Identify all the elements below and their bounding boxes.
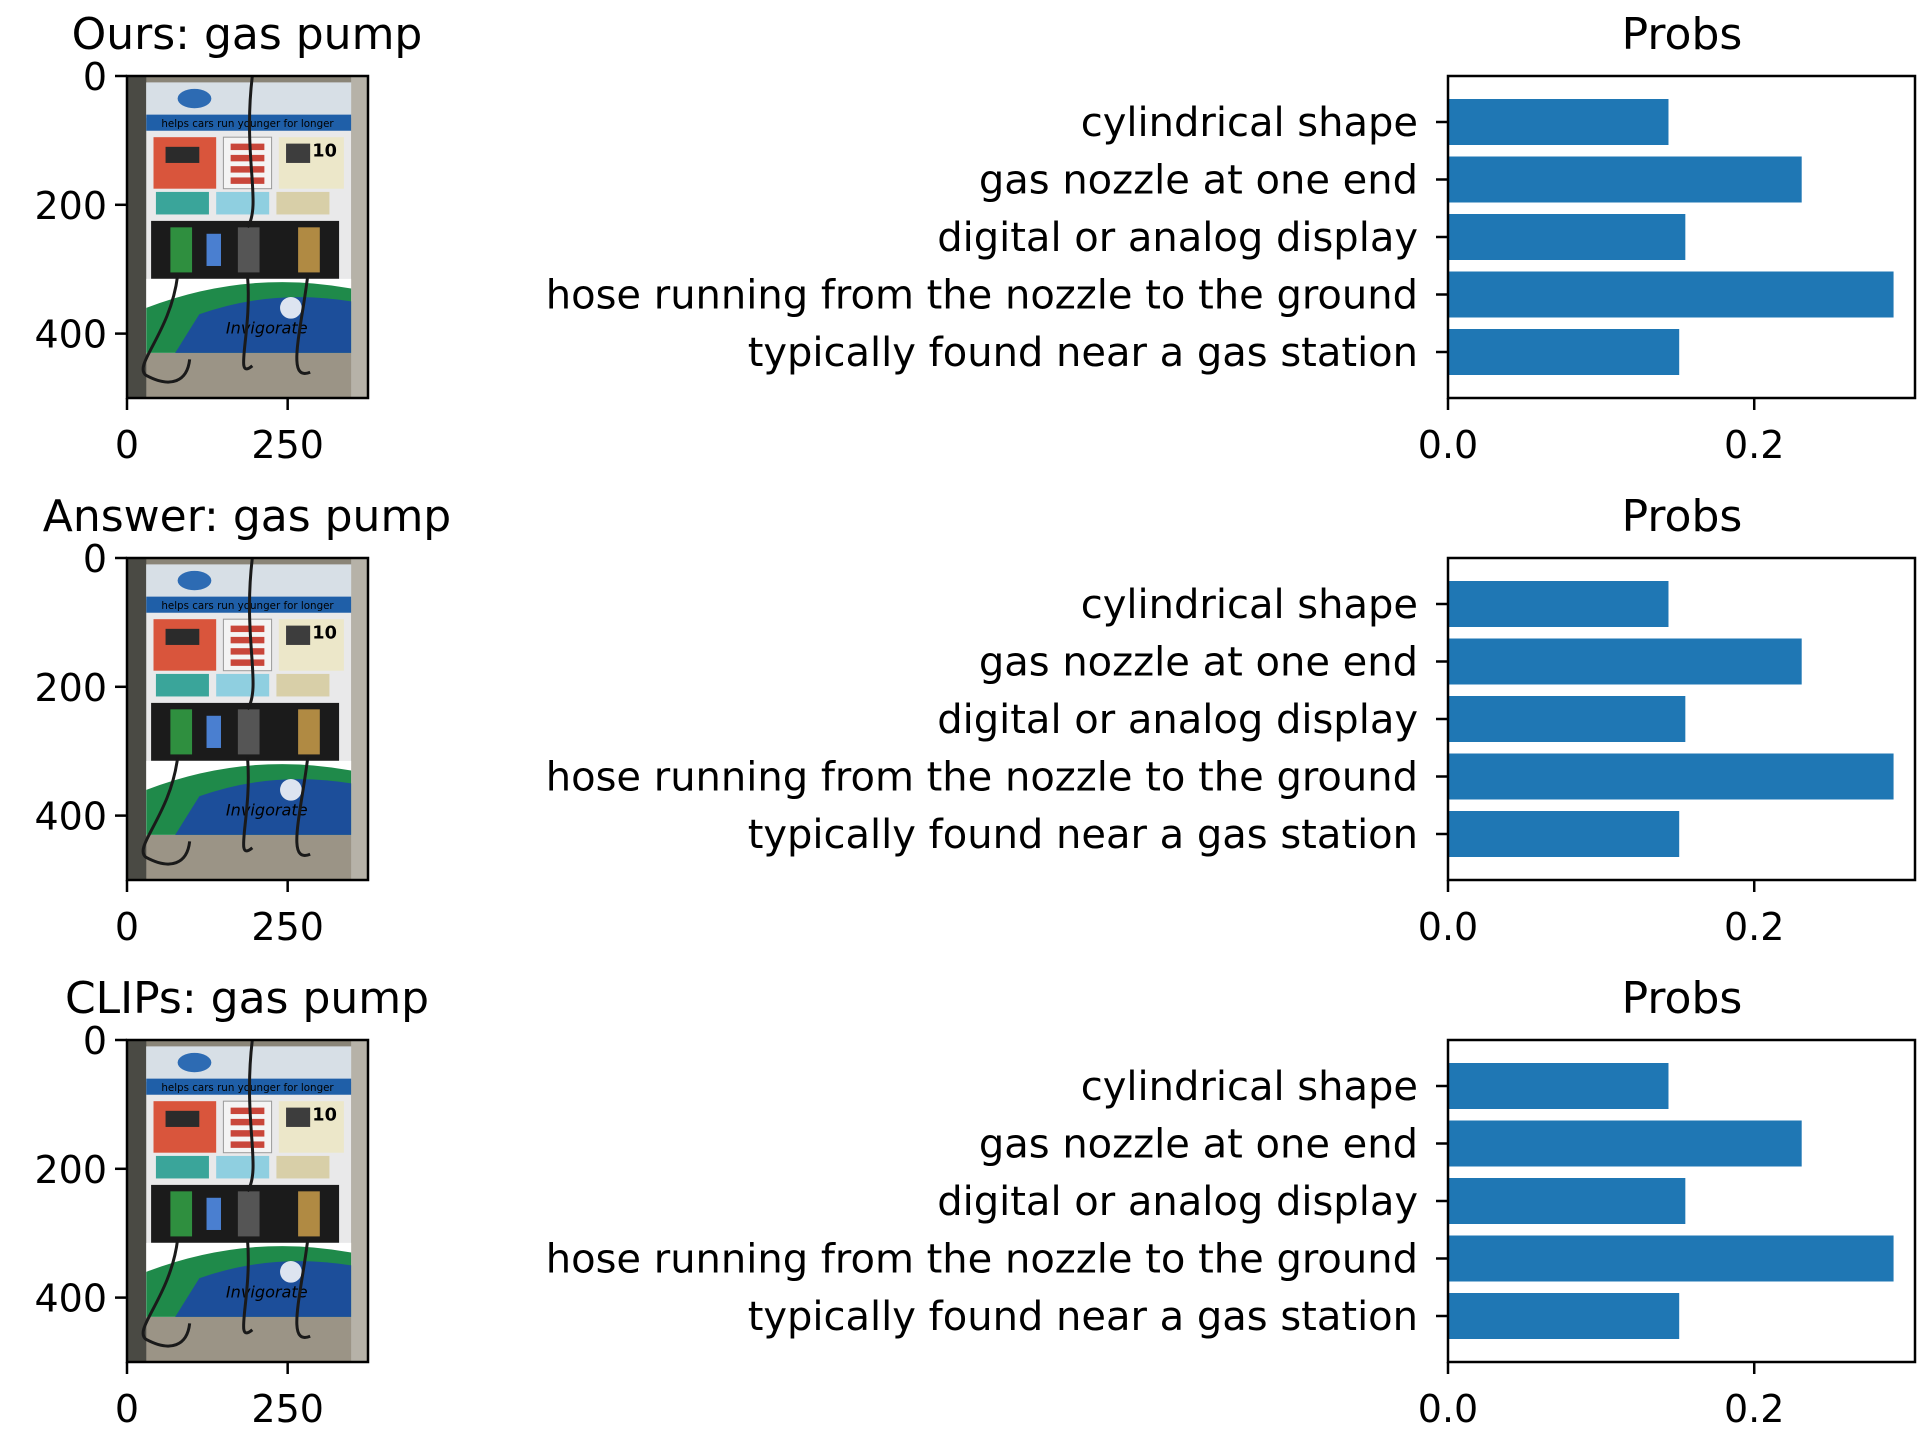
x-tick-label: 0 [115,423,139,467]
image-axes-frame [125,74,370,400]
category-label: digital or analog display [937,697,1418,743]
pump-banner-text: helps cars run younger for longer [161,1082,334,1094]
bar [1448,1120,1802,1167]
gas-pump-photo: helps cars run younger for longer 10 Invig… [127,76,368,398]
bar-chart: Probs cylindrical shape gas nozzle at one … [546,973,1917,1431]
x-tick-label: 0.0 [1418,905,1478,949]
bar [1448,1235,1894,1282]
bar [1448,638,1802,685]
gas-pump-photo: helps cars run younger for longer 10 Invig… [127,558,368,880]
bar [1448,1063,1669,1109]
category-label: cylindrical shape [1081,1064,1418,1110]
category-label: digital or analog display [937,1179,1418,1225]
category-label: typically found near a gas station [748,330,1418,376]
chart-axes-frame [1446,1038,1917,1364]
pump-brand-text: Invigorate [226,801,308,820]
category-label: gas nozzle at one end [979,158,1418,204]
category-label: cylindrical shape [1081,582,1418,628]
category-label: hose running from the nozzle to the grou… [546,755,1418,801]
y-tick-label: 400 [34,313,107,357]
pump-brand-text: Invigorate [226,319,308,338]
bar [1448,156,1802,203]
x-tick-label: 0.2 [1724,423,1784,467]
bar [1448,581,1669,627]
x-tick-label: 250 [251,905,324,949]
bar [1448,214,1686,260]
bar [1448,753,1894,800]
y-tick-label: 200 [34,184,107,228]
chart-title: Probs [1622,973,1743,1024]
y-tick-label: 0 [83,1019,107,1063]
x-tick-label: 250 [251,423,324,467]
pump-banner-text: helps cars run younger for longer [161,600,334,612]
x-tick-label: 250 [251,1387,324,1431]
bar [1448,696,1686,742]
y-tick-label: 0 [83,55,107,99]
x-tick-label: 0.0 [1418,423,1478,467]
chart-axes-frame [1446,74,1917,400]
bar [1448,1293,1680,1339]
bar-chart: Probs cylindrical shape gas nozzle at one … [546,9,1917,467]
category-label: gas nozzle at one end [979,640,1418,686]
chart-title: Probs [1622,491,1743,542]
bar [1448,811,1680,857]
x-tick-label: 0 [115,1387,139,1431]
panel-row: Answer: gas pump helps cars run younger f… [34,491,1917,949]
category-label: digital or analog display [937,215,1418,261]
chart-axes-frame [1446,556,1917,882]
image-title: Answer: gas pump [43,491,452,542]
image-title: Ours: gas pump [72,9,423,60]
x-tick-label: 0.0 [1418,1387,1478,1431]
category-label: gas nozzle at one end [979,1122,1418,1168]
category-label: hose running from the nozzle to the grou… [546,1237,1418,1283]
bar [1448,329,1680,375]
image-title: CLIPs: gas pump [65,973,429,1024]
y-tick-label: 0 [83,537,107,581]
panel-row: Ours: gas pump helps cars run younger for… [34,9,1917,467]
pump-price-digit: 10 [312,624,337,644]
pump-price-digit: 10 [312,142,337,162]
category-label: hose running from the nozzle to the grou… [546,273,1418,319]
category-label: cylindrical shape [1081,100,1418,146]
category-label: typically found near a gas station [748,1294,1418,1340]
bar [1448,99,1669,145]
chart-title: Probs [1622,9,1743,60]
y-tick-label: 200 [34,666,107,710]
panel-row: CLIPs: gas pump helps cars run younger fo… [34,973,1917,1431]
pump-price-digit: 10 [312,1106,337,1126]
x-tick-label: 0.2 [1724,1387,1784,1431]
gas-pump-photo: helps cars run younger for longer 10 Invig… [127,1040,368,1362]
image-axes-frame [125,556,370,882]
x-tick-label: 0 [115,905,139,949]
pump-brand-text: Invigorate [226,1283,308,1302]
bar [1448,1178,1686,1224]
image-axes-frame [125,1038,370,1364]
bar [1448,271,1894,318]
pump-banner-text: helps cars run younger for longer [161,118,334,130]
category-label: typically found near a gas station [748,812,1418,858]
bar-chart: Probs cylindrical shape gas nozzle at one … [546,491,1917,949]
x-tick-label: 0.2 [1724,905,1784,949]
y-tick-label: 200 [34,1148,107,1192]
y-tick-label: 400 [34,795,107,839]
y-tick-label: 400 [34,1277,107,1321]
